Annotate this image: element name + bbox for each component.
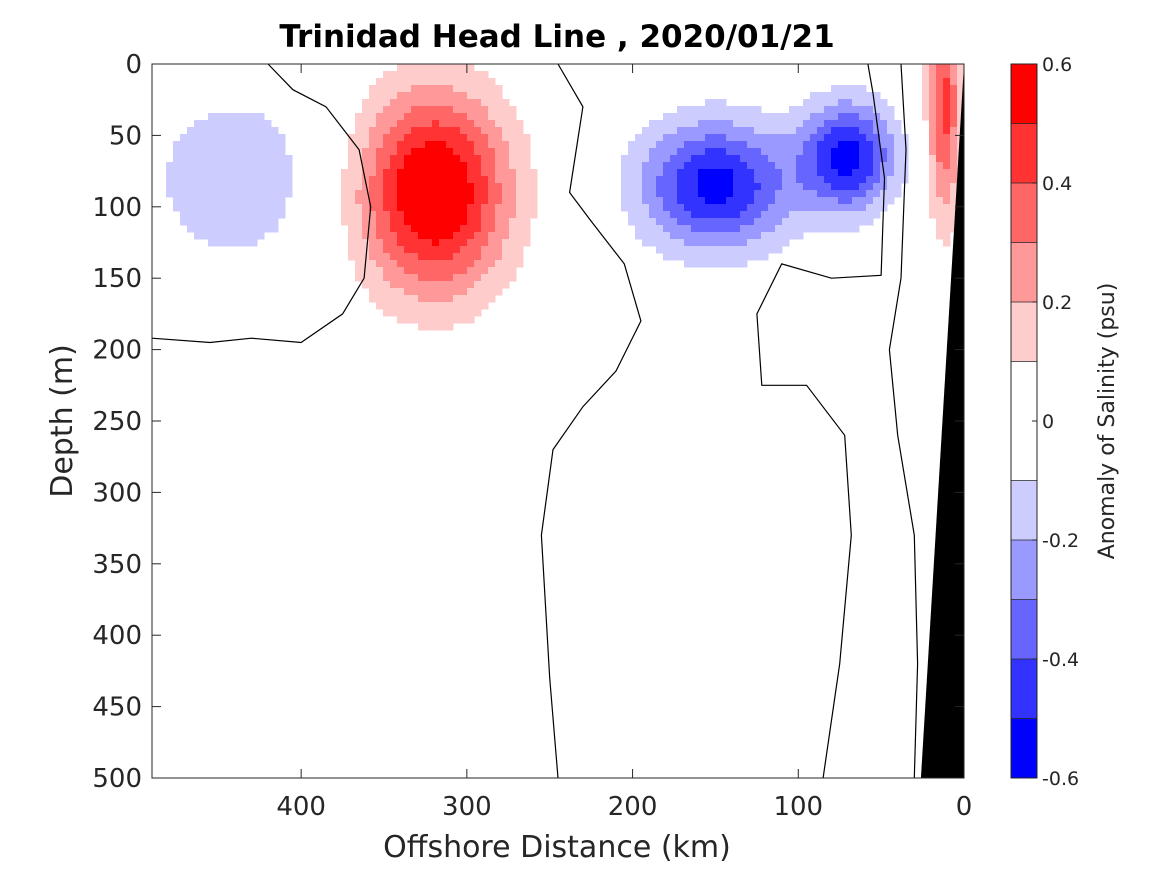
colorbar-swatch <box>1011 242 1037 302</box>
y-tick-label: 0 <box>125 50 142 80</box>
zero-contour-4 <box>888 63 919 779</box>
colorbar-swatch <box>1011 183 1037 243</box>
y-tick-label: 450 <box>92 693 142 723</box>
y-tick-label: 300 <box>92 478 142 508</box>
colorbar-tick-label: -0.6 <box>1042 768 1079 790</box>
x-axis-label: Offshore Distance (km) <box>383 830 731 865</box>
y-tick-label: 50 <box>109 121 142 151</box>
colorbar-tick-label: 0.6 <box>1042 54 1072 76</box>
x-tick-label: 200 <box>608 792 658 822</box>
anomaly-field <box>166 64 965 331</box>
colorbar-swatch <box>1011 480 1037 540</box>
colorbar-tick-label: -0.2 <box>1042 530 1079 552</box>
colorbar-swatch <box>1011 302 1037 362</box>
y-tick-label: 500 <box>92 764 142 794</box>
y-tick-label: 150 <box>92 264 142 294</box>
colorbar-tick-label: 0.2 <box>1042 292 1072 314</box>
colorbar-swatch <box>1011 659 1037 719</box>
y-tick-label: 350 <box>92 550 142 580</box>
x-tick-label: 0 <box>956 792 973 822</box>
x-tick-label: 400 <box>276 792 326 822</box>
colorbar-tick-label: -0.4 <box>1042 649 1079 671</box>
colorbar-swatch <box>1011 599 1037 659</box>
colorbar-swatch <box>1011 540 1037 600</box>
zero-contour-2 <box>540 63 642 779</box>
colorbar: 0.6 0.4 0.2 0 -0.2 -0.4 -0.6 <box>1010 54 1079 790</box>
zero-contour-3 <box>756 63 886 779</box>
x-tick-label: 300 <box>442 792 492 822</box>
x-tick-label: 100 <box>773 792 823 822</box>
y-tick-label: 250 <box>92 407 142 437</box>
y-axis-label: Depth (m) <box>45 344 80 498</box>
bathymetry <box>920 64 964 778</box>
y-tick-label: 200 <box>92 336 142 366</box>
colorbar-label: Anomaly of Salinity (psu) <box>1095 283 1120 560</box>
colorbar-tick-label: 0.4 <box>1042 173 1072 195</box>
y-tick-label: 100 <box>92 193 142 223</box>
plot-area: 400 300 200 100 0 0 50 100 150 200 250 300 350 400 450… <box>92 50 972 822</box>
colorbar-swatch <box>1011 718 1037 778</box>
colorbar-swatch <box>1011 64 1037 124</box>
colorbar-tick-label: 0 <box>1042 411 1054 433</box>
y-tick-label: 400 <box>92 621 142 651</box>
zero-contour-1 <box>151 63 372 344</box>
chart-title: Trinidad Head Line , 2020/01/21 <box>279 19 834 55</box>
colorbar-swatch <box>1011 123 1037 183</box>
